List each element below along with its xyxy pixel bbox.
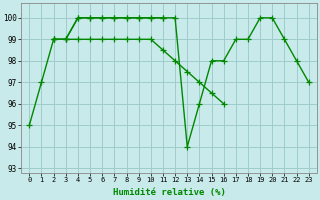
X-axis label: Humidité relative (%): Humidité relative (%)	[113, 188, 226, 197]
